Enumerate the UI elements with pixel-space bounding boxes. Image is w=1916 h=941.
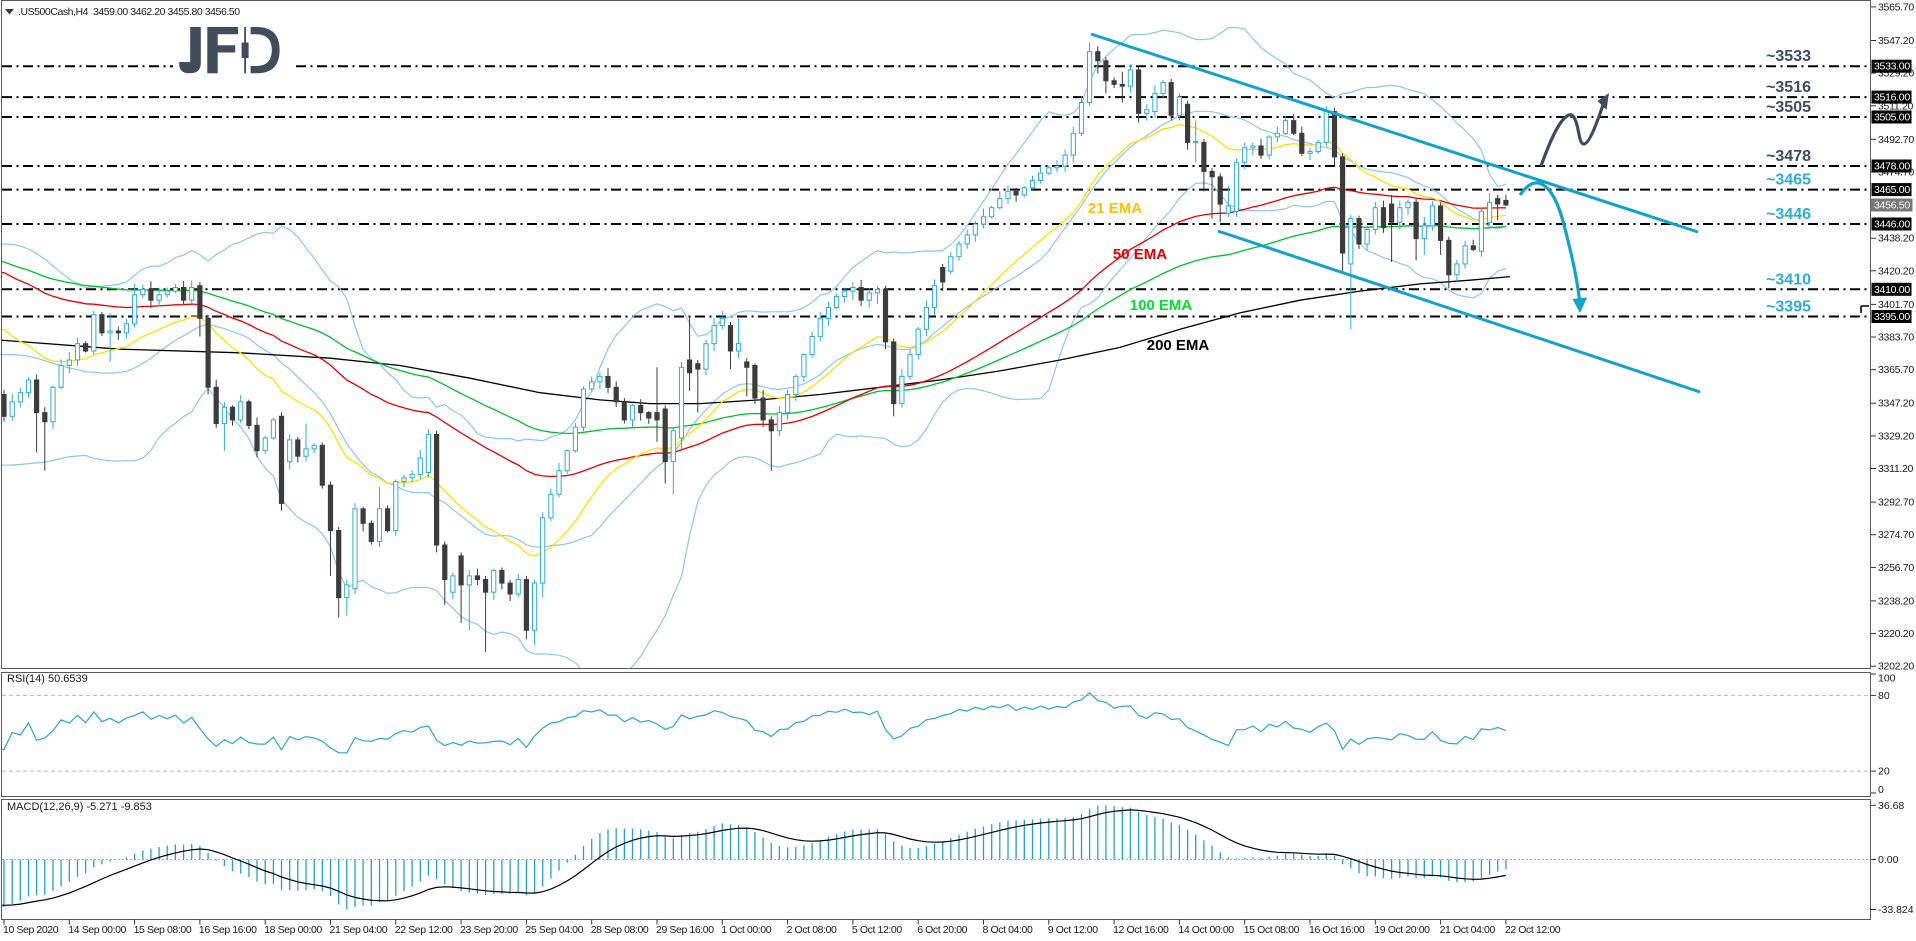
svg-text:3438.20: 3438.20 [1878, 233, 1914, 245]
svg-text:25 Sep 04:00: 25 Sep 04:00 [525, 924, 583, 936]
svg-text:3347.20: 3347.20 [1878, 398, 1914, 410]
svg-text:MACD(12,26,9) -5.271 -9.853: MACD(12,26,9) -5.271 -9.853 [7, 801, 152, 813]
svg-text:3547.20: 3547.20 [1878, 35, 1914, 47]
svg-text:3401.70: 3401.70 [1878, 299, 1914, 311]
svg-text:14 Sep 00:00: 14 Sep 00:00 [68, 924, 126, 936]
svg-text:3365.70: 3365.70 [1878, 364, 1914, 376]
svg-text:3533.00: 3533.00 [1874, 61, 1910, 73]
svg-text:~3533: ~3533 [1766, 48, 1811, 65]
svg-text:~3465: ~3465 [1766, 172, 1811, 189]
svg-text:3505.00: 3505.00 [1874, 112, 1910, 124]
svg-text:3478.00: 3478.00 [1874, 161, 1910, 173]
svg-text:~3478: ~3478 [1766, 148, 1811, 165]
svg-text:3274.70: 3274.70 [1878, 529, 1914, 541]
svg-text:2 Oct 08:00: 2 Oct 08:00 [787, 924, 837, 936]
svg-text:21 Oct 04:00: 21 Oct 04:00 [1440, 924, 1496, 936]
svg-text:~3395: ~3395 [1766, 299, 1811, 316]
svg-text:200 EMA: 200 EMA [1147, 337, 1210, 354]
svg-text:15 Oct 08:00: 15 Oct 08:00 [1244, 924, 1300, 936]
svg-text:3329.20: 3329.20 [1878, 430, 1914, 442]
svg-text:21 EMA: 21 EMA [1088, 200, 1142, 217]
svg-text:0: 0 [1878, 784, 1884, 796]
svg-text:9 Oct 12:00: 9 Oct 12:00 [1048, 924, 1098, 936]
svg-text:21 Sep 04:00: 21 Sep 04:00 [330, 924, 388, 936]
svg-text:12 Oct 16:00: 12 Oct 16:00 [1113, 924, 1169, 936]
svg-text:18 Sep 00:00: 18 Sep 00:00 [264, 924, 322, 936]
svg-text:3238.20: 3238.20 [1878, 595, 1914, 607]
svg-text:~3516: ~3516 [1766, 79, 1811, 96]
svg-text:3256.70: 3256.70 [1878, 562, 1914, 574]
svg-text:0.00: 0.00 [1878, 854, 1899, 866]
svg-text:23 Sep 20:00: 23 Sep 20:00 [460, 924, 518, 936]
svg-text:8 Oct 04:00: 8 Oct 04:00 [983, 924, 1033, 936]
svg-text:~3505: ~3505 [1766, 99, 1811, 116]
svg-text:29 Sep 16:00: 29 Sep 16:00 [656, 924, 714, 936]
svg-text:100: 100 [1878, 673, 1896, 685]
svg-text:3492.70: 3492.70 [1878, 134, 1914, 146]
svg-text:36.68: 36.68 [1878, 800, 1904, 812]
svg-text:6 Oct 20:00: 6 Oct 20:00 [917, 924, 967, 936]
svg-text:3420.20: 3420.20 [1878, 265, 1914, 277]
svg-text:~3446: ~3446 [1766, 206, 1811, 223]
svg-text:15 Sep 08:00: 15 Sep 08:00 [134, 924, 192, 936]
svg-text:3220.20: 3220.20 [1878, 628, 1914, 640]
svg-text:3292.70: 3292.70 [1878, 497, 1914, 509]
svg-text:3395.00: 3395.00 [1874, 311, 1910, 323]
svg-text:50 EMA: 50 EMA [1113, 246, 1167, 263]
svg-text:80: 80 [1878, 690, 1890, 702]
svg-text:3410.00: 3410.00 [1874, 284, 1910, 296]
svg-text:1 Oct 00:00: 1 Oct 00:00 [721, 924, 771, 936]
svg-text:3446.00: 3446.00 [1874, 219, 1910, 231]
svg-text:19 Oct 20:00: 19 Oct 20:00 [1374, 924, 1430, 936]
svg-text:3465.00: 3465.00 [1874, 184, 1910, 196]
svg-text:22 Oct 12:00: 22 Oct 12:00 [1505, 924, 1561, 936]
svg-text:.US500Cash,H4 3459.00 3462.20: .US500Cash,H4 3459.00 3462.20 3455.80 34… [18, 6, 240, 18]
svg-text:5 Oct 12:00: 5 Oct 12:00 [852, 924, 902, 936]
svg-text:10 Sep 2020: 10 Sep 2020 [3, 924, 59, 936]
svg-text:3456.50: 3456.50 [1874, 200, 1910, 212]
svg-text:~3410: ~3410 [1766, 271, 1811, 288]
svg-text:3311.20: 3311.20 [1878, 463, 1914, 475]
svg-text:3202.20: 3202.20 [1878, 661, 1914, 673]
svg-text:14 Oct 00:00: 14 Oct 00:00 [1178, 924, 1234, 936]
svg-text:22 Sep 12:00: 22 Sep 12:00 [395, 924, 453, 936]
svg-text:20: 20 [1878, 766, 1890, 778]
svg-text:3516.00: 3516.00 [1874, 92, 1910, 104]
svg-text:3383.70: 3383.70 [1878, 332, 1914, 344]
svg-text:16 Oct 16:00: 16 Oct 16:00 [1309, 924, 1365, 936]
svg-text:28 Sep 08:00: 28 Sep 08:00 [591, 924, 649, 936]
svg-text:-33.824: -33.824 [1878, 904, 1914, 916]
svg-text:16 Sep 16:00: 16 Sep 16:00 [199, 924, 257, 936]
svg-text:RSI(14) 50.6539: RSI(14) 50.6539 [7, 673, 88, 685]
svg-text:100 EMA: 100 EMA [1130, 297, 1193, 314]
svg-text:3565.70: 3565.70 [1878, 1, 1914, 13]
